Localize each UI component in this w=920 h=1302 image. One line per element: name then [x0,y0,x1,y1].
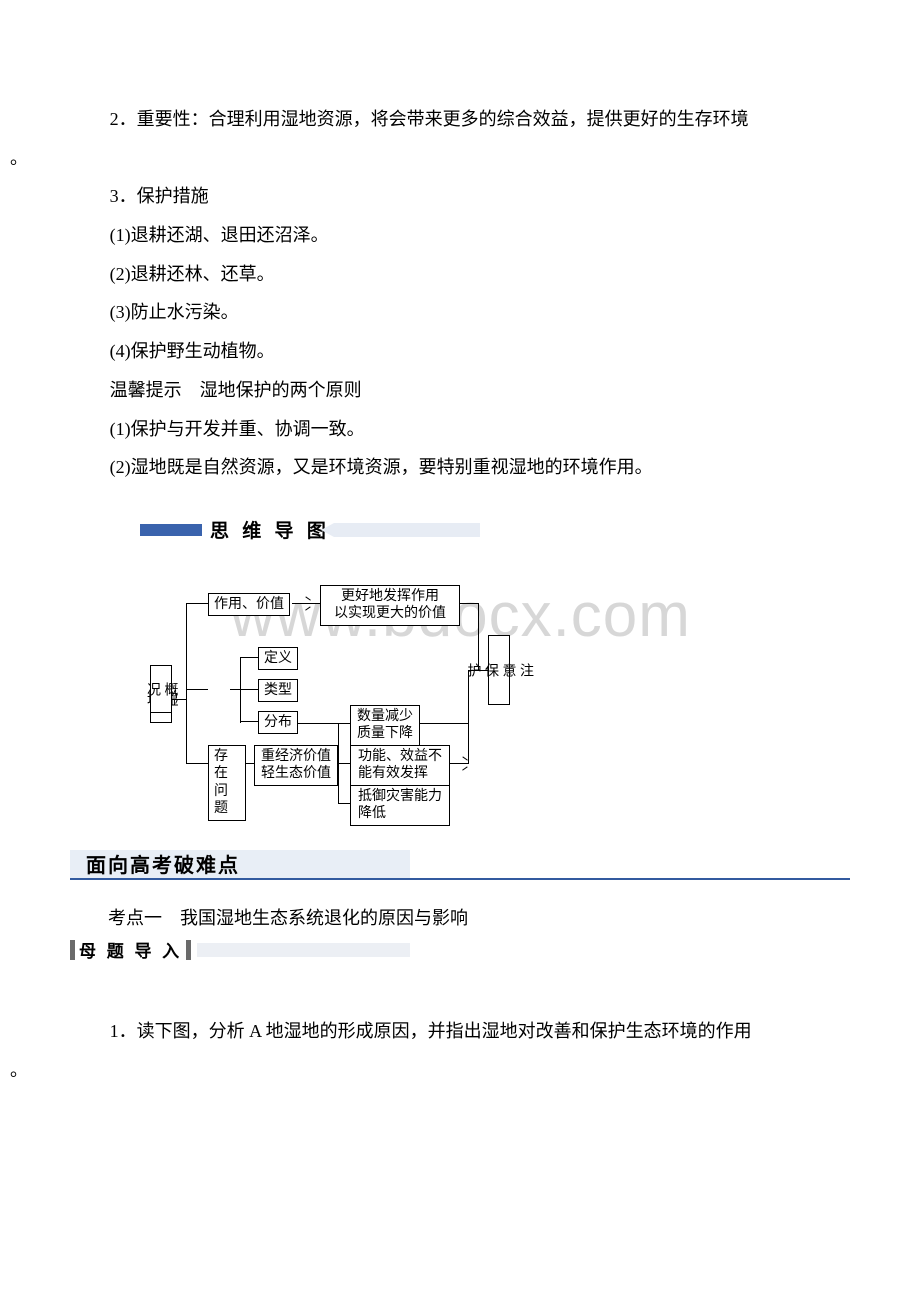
bar-blue-accent [140,524,202,536]
node-zhuyi: 注意保护 [488,635,510,705]
muti-stick-right [186,940,191,960]
measure-3: (3)防止水污染。 [70,293,850,332]
paragraph-measures-head: 3．保护措施 [70,177,850,216]
tip-head: 温馨提示 湿地保护的两个原则 [70,371,850,410]
measure-1: (1)退耕还湖、退田还沼泽。 [70,216,850,255]
paragraph-importance: 2．重要性：合理利用湿地资源，将会带来更多的综合效益，提供更好的生存环境 [70,100,850,139]
tip-1: (1)保护与开发并重、协调一致。 [70,410,850,449]
node-fenbu: 分布 [258,711,298,735]
node-gongneng: 功能、效益不能有效发挥 [350,745,450,786]
node-leixing: 类型 [258,679,298,703]
mindmap-heading-bar: 思 维 导 图 [140,515,480,545]
node-cunzai: 存在问题 [208,745,246,821]
node-dingyi: 定义 [258,647,298,671]
mindmap-heading-text: 思 维 导 图 [210,516,330,543]
node-gaikuang: 概况 [150,665,172,713]
node-zuoyong: 作用、价值 [208,593,290,617]
node-genghao: 更好地发挥作用以实现更大的价值 [320,585,460,626]
node-shuliang: 数量减少质量下降 [350,705,420,746]
muti-heading-text: 母 题 导 入 [79,937,182,962]
bar-tail [334,523,480,537]
kaodian-1: 考点一 我国湿地生态系统退化的原因与影响 [108,904,850,930]
node-zhongjing: 重经济价值轻生态价值 [254,745,338,786]
question-1-tail: 。 [10,1051,850,1090]
question-1: 1．读下图，分析 A 地湿地的形成原因，并指出湿地对改善和保护生态环境的作用 [70,1012,850,1051]
paragraph-importance-tail: 。 [10,139,850,178]
exam-heading-text: 面向高考破难点 [86,849,240,878]
mindmap-diagram: 湿地 概况 作用、价值 定义 类型 分布 存在问题 重经济价值轻生态价值 更好地… [150,585,850,820]
muti-tail [197,943,410,957]
node-diyu: 抵御灾害能力降低 [350,785,450,826]
measure-2: (2)退耕还林、还草。 [70,255,850,294]
muti-heading-bar: 母 题 导 入 [70,938,410,962]
tip-2: (2)湿地既是自然资源，又是环境资源，要特别重视湿地的环境作用。 [70,448,850,487]
exam-heading: 面向高考破难点 [70,850,850,880]
muti-stick-left [70,940,75,960]
measure-4: (4)保护野生动植物。 [70,332,850,371]
